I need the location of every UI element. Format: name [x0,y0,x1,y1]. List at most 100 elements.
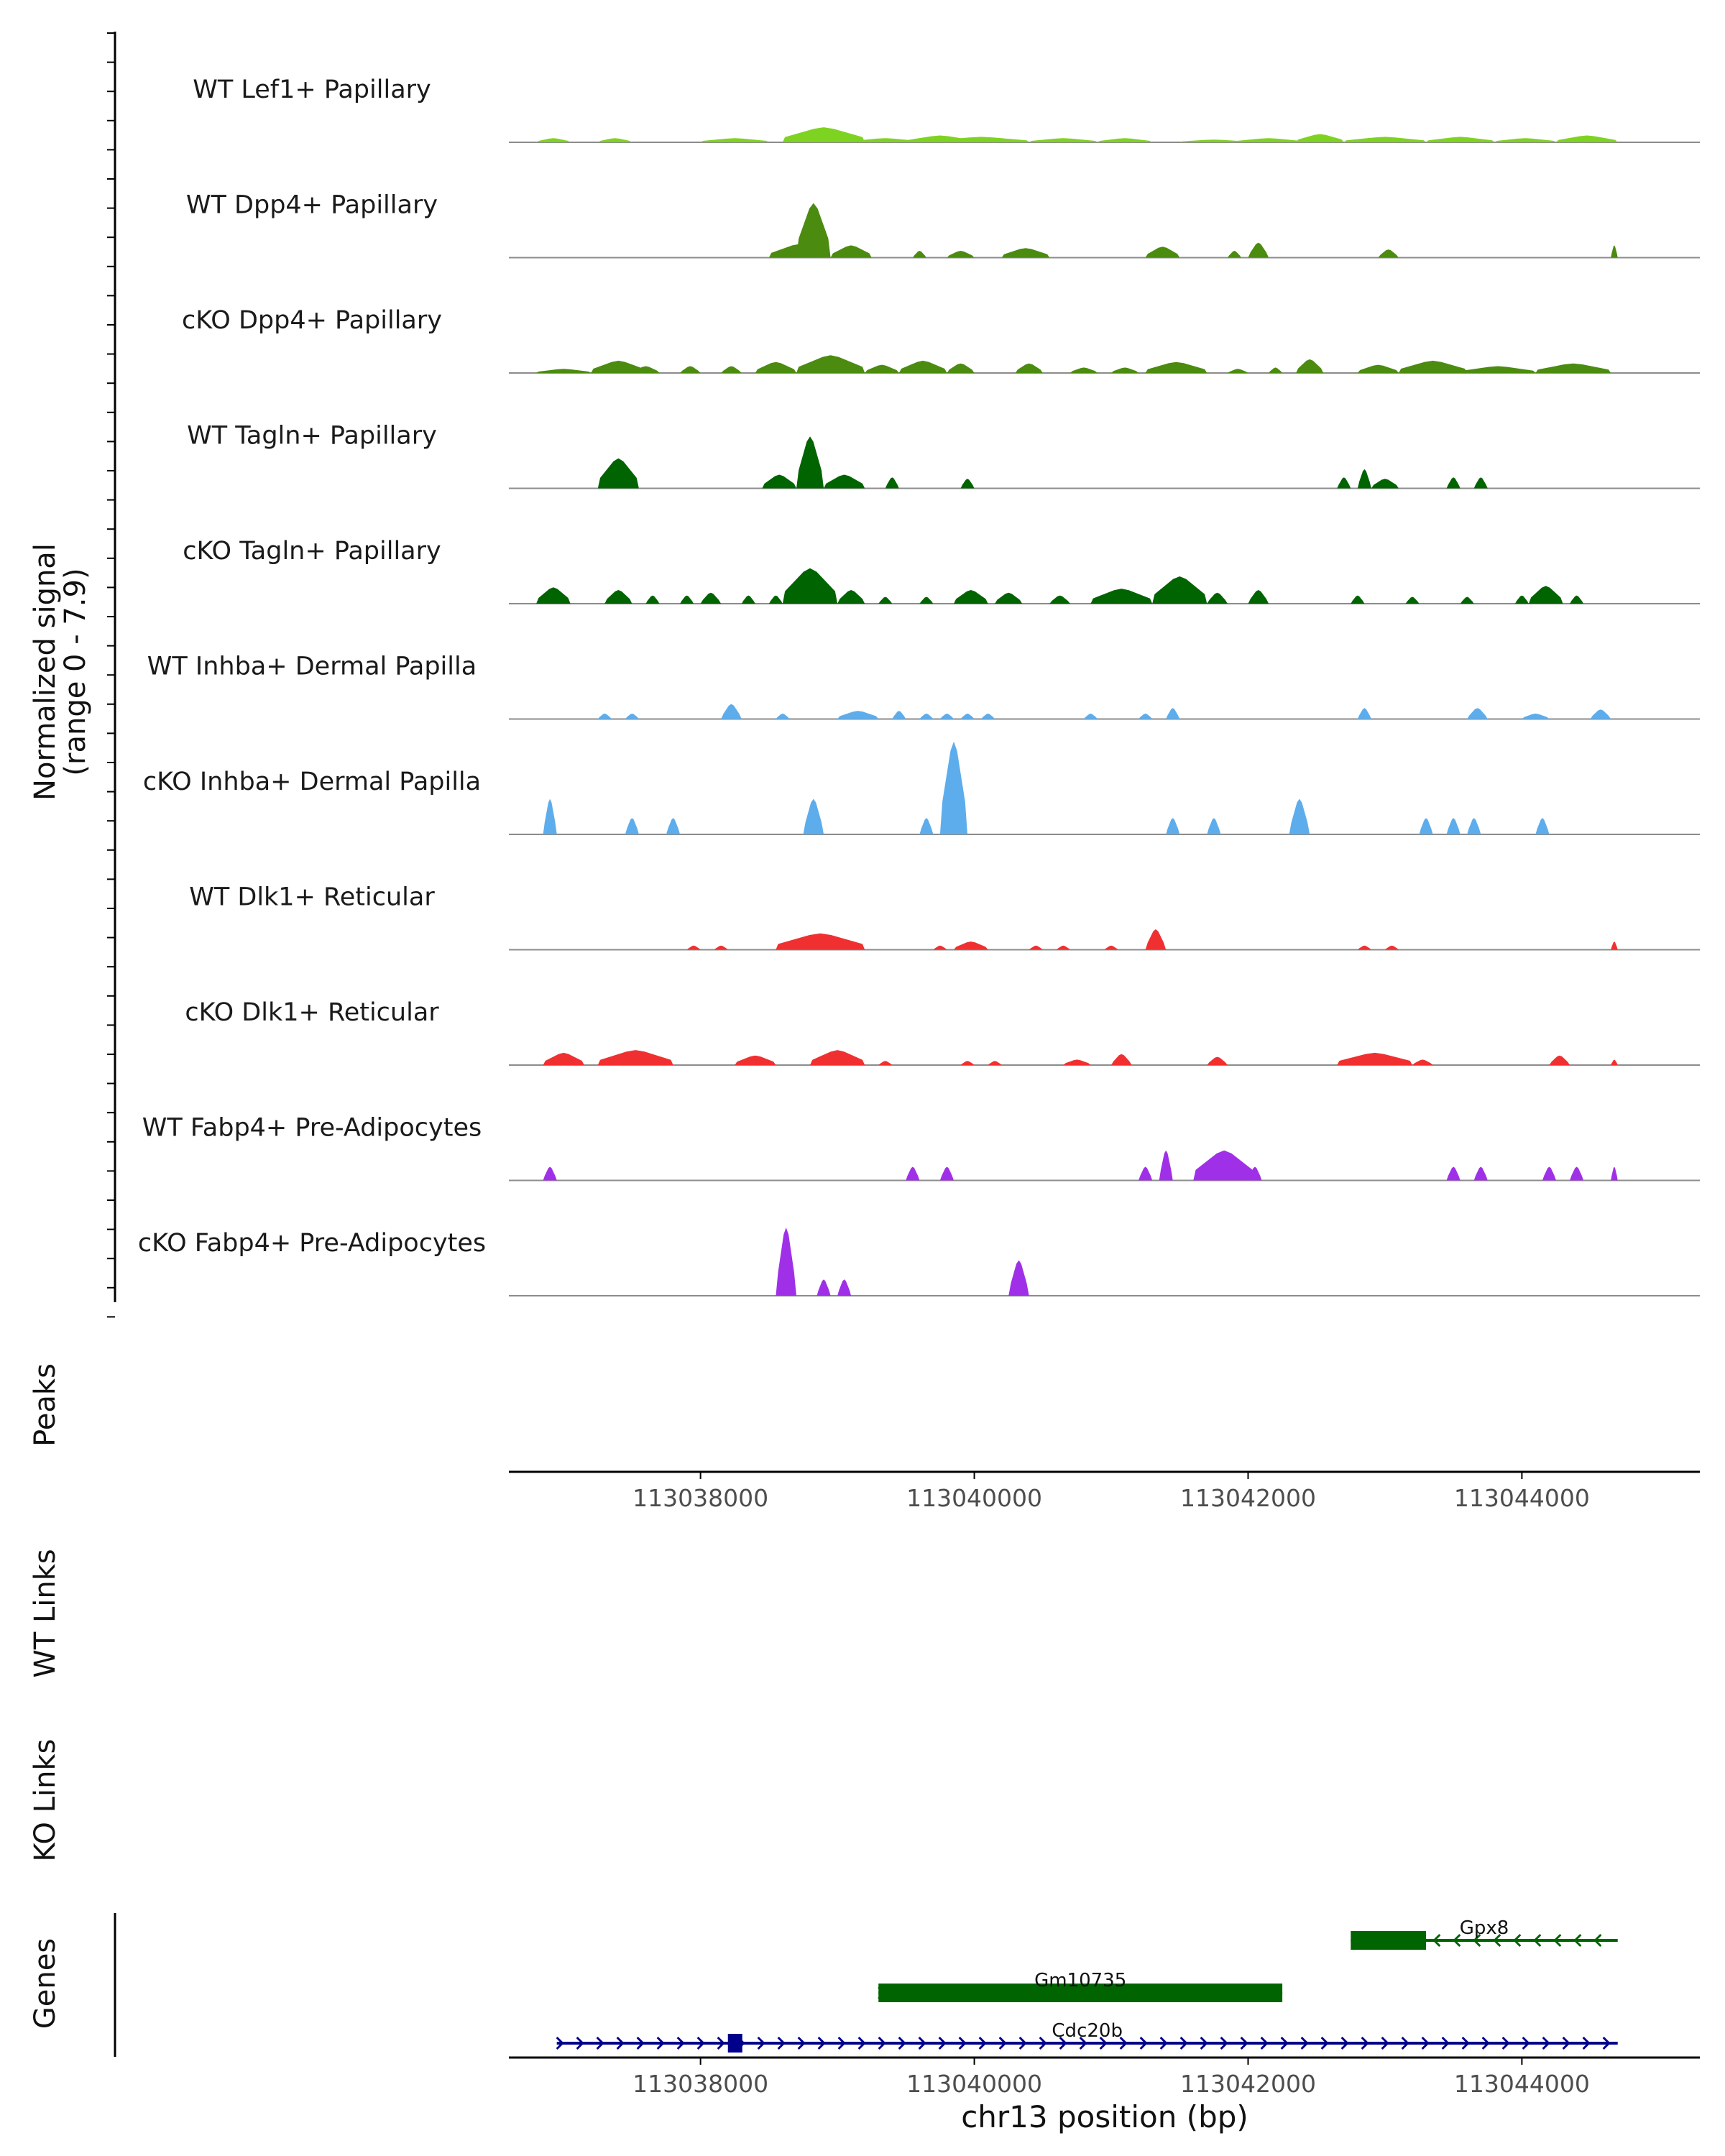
track-5: cKO Tagln+ Papillary [183,537,1700,604]
strand-arrow [676,2036,685,2050]
genes-track-label: Genes [29,1938,62,2029]
coverage-peak [898,360,947,373]
coverage-peak [1159,1150,1173,1181]
track-3: cKO Dpp4+ Papillary [182,306,1700,374]
x-tick-label: 113040000 [906,1484,1042,1512]
coverage-peak [776,933,865,950]
strand-arrow [898,2036,906,2050]
x-tick-label: 113040000 [906,2070,1042,2098]
gene-exon [1351,1931,1427,1950]
coverage-peak [1063,1059,1091,1065]
gene-name-label: Gpx8 [1460,1917,1509,1939]
strand-arrow [1432,1933,1441,1948]
x-tick-label: 113038000 [632,2070,768,2098]
strand-arrow [1260,2036,1269,2050]
strand-arrow [817,2036,826,2050]
strand-arrow [1513,1933,1522,1948]
coverage-peak [1419,818,1433,834]
track-label: cKO Inhba+ Dermal Papilla [143,768,481,796]
coverage-peak [1514,595,1529,604]
gene-Cdc20b: Cdc20b [556,2020,1618,2053]
coverage-peak [604,590,632,604]
strand-arrow [656,2036,665,2050]
coverage-peak [714,945,728,950]
track-10: WT Fabp4+ Pre-Adipocytes [142,1114,1700,1181]
coverage-peak [1426,137,1495,142]
coverage-peak [1473,477,1488,489]
x-tick-label: 113044000 [1454,2070,1590,2098]
coverage-peak [782,568,838,604]
strand-arrow [837,2036,846,2050]
x-tick-label: 113044000 [1454,1484,1590,1512]
coverage-peak [666,818,681,834]
coverage-peak [837,1279,852,1296]
coverage-peak [632,366,660,373]
strand-arrow [777,2036,786,2050]
coverage-peak [919,818,934,834]
coverage-peak [625,713,639,719]
coverage-peak [1145,247,1180,258]
gene-models: Gpx8 Gm10735 Cdc20b [556,1917,1618,2053]
coverage-peak [939,713,954,719]
coverage-peak [816,1279,831,1296]
track-8: WT Dlk1+ Reticular [189,883,1700,951]
gene-exon [727,2034,742,2053]
coverage-peak [686,945,701,950]
coverage-peak [1289,798,1310,834]
coverage-peak [906,1166,920,1181]
coverage-peak [1467,708,1488,719]
strand-arrow [1453,1933,1461,1948]
wt-links-label: WT Links [29,1549,62,1677]
strand-arrow [797,2036,806,2050]
coverage-peak [1343,137,1427,142]
coverage-peak [1029,945,1043,950]
strand-arrow [576,2036,584,2050]
strand-arrow [958,2036,967,2050]
strand-arrow [596,2036,604,2050]
track-7: cKO Inhba+ Dermal Papilla [143,741,1700,835]
coverage-peak [837,711,879,719]
coverage-peak [776,713,790,719]
coverage-peak [1357,708,1371,719]
strand-arrow [938,2036,947,2050]
coverage-peak [1611,245,1618,258]
coverage-peak [1357,364,1399,373]
coverage-peak [1473,1166,1488,1181]
coverage-peak [1446,477,1460,489]
coverage-peak [803,798,824,834]
coverage-peak [1570,595,1584,604]
coverage-peak [680,366,701,373]
strand-arrow [717,2036,725,2050]
coverage-peak [755,361,796,373]
coverage-peak [1152,576,1208,604]
coverage-peak [1399,360,1468,373]
strand-arrow [1179,2036,1188,2050]
coverage-tracks: WT Lef1+ Papillary WT Dpp4+ Papillary cKO … [138,75,1700,1296]
coverage-peak [1001,248,1050,258]
strand-arrow [1501,2036,1510,2050]
coverage-peak [543,1166,557,1181]
coverage-peak [995,592,1023,604]
track-9: cKO Dlk1+ Reticular [185,998,1700,1066]
track-6: WT Inhba+ Dermal Papilla [147,653,1700,720]
strand-arrow [1240,2036,1248,2050]
strand-arrow [696,2036,705,2050]
strand-arrow [1441,2036,1450,2050]
coverage-peak [1227,369,1248,373]
genomic-x-axis: 113038000 113040000 113042000 113044000 [509,2056,1700,2098]
strand-arrow [1421,2036,1430,2050]
coverage-peak [796,355,865,373]
coverage-peak [912,251,926,258]
peaks-x-axis: 113038000 113040000 113042000 113044000 [509,1470,1700,1512]
peaks-track-label: Peaks [29,1363,62,1447]
coverage-peak [1522,713,1550,719]
coverage-peak [1611,1059,1618,1065]
x-tick-label: 113042000 [1180,1484,1316,1512]
signal-axis-title: Normalized signal [29,543,62,801]
strand-arrow [1300,2036,1309,2050]
coverage-peak [1145,929,1167,950]
coverage-peak [536,138,571,142]
coverage-peak [988,1061,1002,1065]
coverage-peak [625,818,639,834]
coverage-peak [919,596,934,604]
